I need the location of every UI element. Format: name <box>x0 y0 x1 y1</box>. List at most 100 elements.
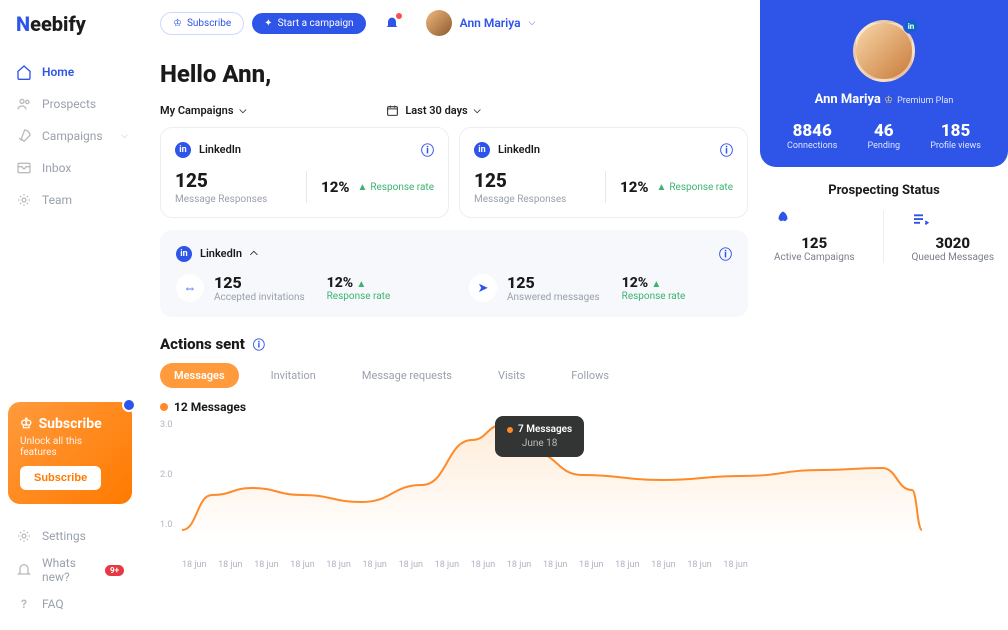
stat-cards: in LinkedIn ⓘ 125 Message Responses 12% ▲Res… <box>160 127 748 218</box>
link-icon: ⇔ <box>176 274 204 302</box>
profile-stats: 8846Connections 46Pending 185Profile vie… <box>772 121 996 151</box>
info-icon[interactable]: ⓘ <box>719 244 732 263</box>
avatar <box>426 10 452 36</box>
bullet-icon <box>507 427 513 433</box>
chevron-down-icon: ⌵ <box>240 106 247 116</box>
nav-inbox[interactable]: Inbox <box>0 152 140 184</box>
user-name: Ann Mariya <box>460 16 521 30</box>
filters: My Campaigns⌵ Last 30 days⌵ <box>160 104 748 117</box>
x-axis: 18 jun18 jun18 jun18 jun18 jun18 jun18 j… <box>182 560 748 570</box>
nav-label: Inbox <box>42 161 71 175</box>
platform-label: LinkedIn <box>498 143 540 156</box>
up-icon: ▲ <box>356 279 366 290</box>
linkedin-icon: in <box>474 142 490 158</box>
gear-icon <box>16 528 32 544</box>
users-icon <box>16 96 32 112</box>
tab-visits[interactable]: Visits <box>484 363 539 388</box>
info-icon[interactable]: ⓘ <box>720 140 733 159</box>
stat-card: inLinkedInⓘ 125Message Responses 12%▲Res… <box>459 127 748 218</box>
crown-icon: ♔ <box>884 95 893 106</box>
nav-team[interactable]: Team <box>0 184 140 216</box>
metric-value: 125 <box>175 169 292 192</box>
tab-invitation[interactable]: Invitation <box>257 363 330 388</box>
metric-label: Answered messages <box>507 292 600 303</box>
rocket-icon <box>774 210 855 228</box>
question-icon: ? <box>16 596 32 612</box>
tab-requests[interactable]: Message requests <box>348 363 466 388</box>
start-campaign-button[interactable]: ✦Start a campaign <box>252 13 365 34</box>
nav-campaigns[interactable]: Campaigns ⌵ <box>0 120 140 152</box>
stat-active: 125Active Campaigns <box>774 210 855 263</box>
calendar-icon <box>386 104 399 117</box>
stat-connections: 8846Connections <box>787 121 837 151</box>
filter-period[interactable]: Last 30 days⌵ <box>386 104 480 117</box>
notifications-button[interactable] <box>384 15 400 31</box>
subscribe-subtitle: Unlock all this features <box>20 436 120 458</box>
home-icon <box>16 64 32 80</box>
bell-icon <box>16 562 32 578</box>
nav-home[interactable]: Home <box>0 56 140 88</box>
stat-card: in LinkedIn ⓘ 125 Message Responses 12% ▲Res… <box>160 127 449 218</box>
tab-messages[interactable]: Messages <box>160 363 239 388</box>
profile-name-row: Ann Mariya ♔Premium Plan <box>772 92 996 107</box>
linkedin-icon: in <box>175 142 191 158</box>
chart: 3.0 2.0 1.0 7 Messages June 18 18 jun18 … <box>160 420 748 570</box>
nav-label: Home <box>42 65 74 79</box>
nav-settings[interactable]: Settings <box>0 522 140 550</box>
nav-label: Prospects <box>42 97 96 111</box>
tabs: Messages Invitation Message requests Vis… <box>160 363 748 388</box>
user-menu[interactable]: Ann Mariya ⌵ <box>426 10 536 36</box>
nav-main: Home Prospects Campaigns ⌵ Inbox Team <box>0 56 140 392</box>
up-icon: ▲ <box>357 182 367 193</box>
wide-metric: ➤ 125Answered messages 12% ▲Response rat… <box>469 273 732 303</box>
linkedin-badge-icon: in <box>903 18 919 34</box>
metric-label: Accepted invitations <box>214 292 305 303</box>
greeting: Hello Ann, <box>160 60 748 88</box>
y-axis: 3.0 2.0 1.0 <box>160 420 173 530</box>
trend-label: ▲Response rate <box>656 182 733 193</box>
nav-label: Campaigns <box>42 129 103 143</box>
metric-label: Message Responses <box>474 194 591 205</box>
chevron-down-icon: ⌵ <box>121 131 128 141</box>
platform-label: LinkedIn <box>199 143 241 156</box>
queue-icon <box>911 210 994 228</box>
nav-prospects[interactable]: Prospects <box>0 88 140 120</box>
wide-metric: ⇔ 125Accepted invitations 12% ▲Response … <box>176 273 439 303</box>
filter-campaigns[interactable]: My Campaigns⌵ <box>160 104 246 117</box>
chart-legend: 12 Messages <box>160 400 748 414</box>
chevron-down-icon: ⌵ <box>474 106 481 116</box>
nav-label: Team <box>42 193 72 207</box>
pct-value: 12% <box>321 178 349 196</box>
linkedin-icon: in <box>176 246 192 262</box>
nav-bottom: Settings Whats new? 9+ ? FAQ <box>0 522 140 618</box>
stat-queued: 3020Queued Messages <box>911 210 994 263</box>
sidebar: Neebify Home Prospects Campaigns ⌵ Inbox <box>0 0 140 630</box>
metric-label: Message Responses <box>175 194 292 205</box>
logo: Neebify <box>0 12 140 56</box>
nav-label: Settings <box>42 529 86 543</box>
tab-follows[interactable]: Follows <box>557 363 623 388</box>
crown-icon: ♔ <box>20 416 33 432</box>
send-icon: ➤ <box>469 274 497 302</box>
pct-value: 12% <box>327 275 354 291</box>
prospecting-title: Prospecting Status <box>760 183 1008 198</box>
subscribe-pill[interactable]: ♔Subscribe <box>160 12 244 35</box>
trend-label: ▲Response rate <box>357 182 434 193</box>
crown-icon: ♔ <box>173 18 182 29</box>
info-icon[interactable]: ⓘ <box>253 336 265 353</box>
nav-whatsnew[interactable]: Whats new? 9+ <box>0 550 140 590</box>
metric-value: 125 <box>507 273 600 292</box>
nav-label: FAQ <box>42 597 64 611</box>
notification-dot <box>122 398 136 412</box>
notification-dot <box>396 13 402 19</box>
subscribe-button[interactable]: Subscribe <box>20 466 101 490</box>
chevron-up-icon[interactable]: ⌵ <box>250 248 258 259</box>
nav-faq[interactable]: ? FAQ <box>0 590 140 618</box>
up-icon: ▲ <box>651 279 661 290</box>
avatar-wrap: in <box>853 20 915 82</box>
divider <box>306 171 307 203</box>
main-content: ♔Subscribe ✦Start a campaign Ann Mariya … <box>140 0 760 630</box>
section-title: Actions sentⓘ <box>160 335 748 353</box>
info-icon[interactable]: ⓘ <box>421 140 434 159</box>
pct-value: 12% <box>622 275 649 291</box>
